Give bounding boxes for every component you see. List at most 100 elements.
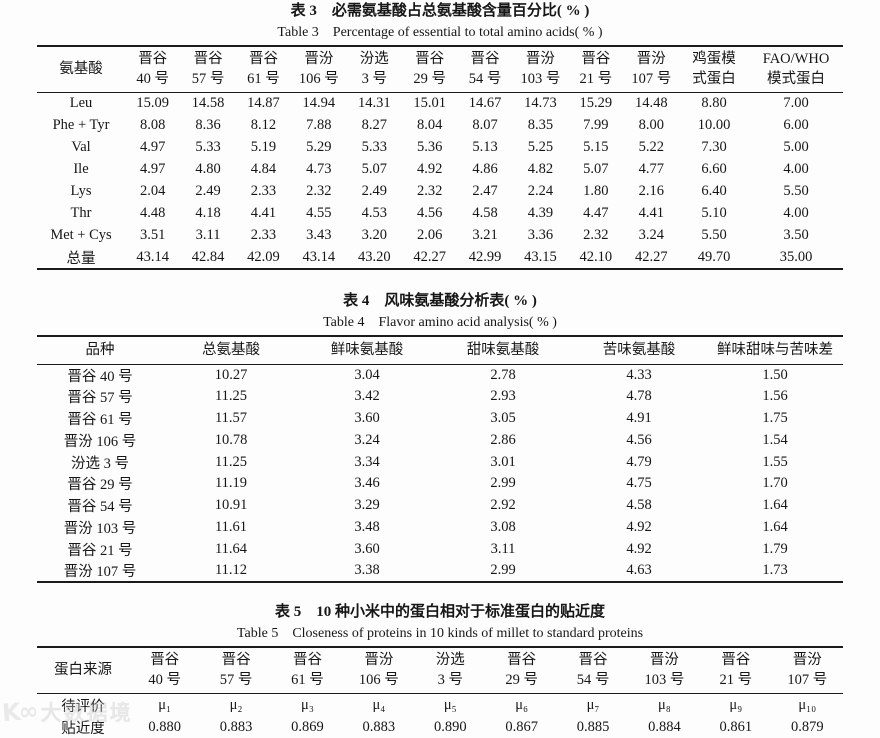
table-row: 晋汾 107 号 11.12 3.38 2.99 4.63 1.73 <box>37 560 843 582</box>
column-header: 晋谷 21 号 <box>719 652 753 689</box>
table-cell: 4.18 <box>195 205 221 221</box>
table-cell: 4.77 <box>638 161 664 177</box>
table-cell: 35.00 <box>779 248 813 265</box>
table3-header-row: 氨基酸 晋谷 40 号晋谷 57 号晋谷 61 号晋汾 106 号汾选 3 号晋谷… <box>37 46 843 93</box>
table5-body: 待评价 μ₁ μ₂ μ₃ μ₄ μ₅ μ₆ μ₇ μ₈ μ₉ μ₁₀ 贴近度 0.880 0.883 0.8… <box>37 694 843 738</box>
table-cell: 4.84 <box>250 161 277 177</box>
table-cell: 5.07 <box>361 161 387 177</box>
table-cell: 3.60 <box>354 540 380 557</box>
table-cell: 5.50 <box>783 183 809 199</box>
column-header: 晋汾 106 号 <box>298 51 339 87</box>
column-header: 晋谷 57 号 <box>191 51 225 87</box>
table-cell: 4.75 <box>626 475 652 492</box>
row-header: Met + Cys <box>50 227 112 243</box>
table-cell: 6.40 <box>701 183 727 199</box>
table-cell: 4.41 <box>638 205 664 221</box>
table-cell: 3.42 <box>354 388 380 405</box>
table-cell: 2.93 <box>490 388 516 405</box>
table-cell: 1.75 <box>762 409 788 426</box>
table-cell: μ₁ <box>158 696 172 713</box>
table-cell: 2.99 <box>490 475 516 492</box>
table-cell: 2.16 <box>638 183 664 199</box>
column-header: 晋谷 40 号 <box>148 652 181 689</box>
table-cell: 8.08 <box>140 117 166 133</box>
table-cell: 0.879 <box>790 719 824 736</box>
table-cell: 4.82 <box>527 161 554 177</box>
table-cell: 5.25 <box>527 139 554 155</box>
table-row: Phe + Tyr 8.08 8.36 8.12 7.88 8.27 8.04 8.07 8.3… <box>37 115 843 137</box>
table-cell: 11.64 <box>214 540 248 557</box>
table5-caption-zh: 表 5 10 种小米中的蛋白相对于标准蛋白的贴近度 <box>274 604 605 621</box>
table3-body: Leu 15.09 14.58 14.87 14.94 14.31 15.01 14.67 14… <box>37 93 843 269</box>
column-header: 苦味氨基酸 <box>602 341 676 358</box>
table-cell: 8.80 <box>701 95 727 112</box>
table-cell: 5.00 <box>783 139 809 155</box>
table4-caption-en: Table 4 Flavor amino acid analysis( % ) <box>323 314 557 330</box>
table-cell: μ₅ <box>443 696 457 713</box>
table-cell: 2.47 <box>472 183 498 199</box>
table-cell: 11.12 <box>214 562 248 579</box>
column-header: 晋汾 107 号 <box>631 51 672 87</box>
table-cell: 3.50 <box>783 227 809 243</box>
table-cell: 43.20 <box>357 248 391 265</box>
table4-header-row: 品种 总氨基酸 鲜味氨基酸 甜味氨基酸 苦味氨基酸 鲜味甜味与苦味差 <box>37 336 843 364</box>
table-cell: 0.883 <box>219 719 253 736</box>
table-row: 晋谷 54 号 10.91 3.29 2.92 4.58 1.64 <box>37 495 843 517</box>
row-header: Leu <box>69 95 93 112</box>
table-cell: 4.97 <box>140 161 166 177</box>
table-cell: 1.55 <box>762 453 788 470</box>
table4-caption-zh: 表 4 风味氨基酸分析表( % ) <box>343 292 537 309</box>
table-cell: 3.34 <box>354 453 380 470</box>
table-cell: 5.07 <box>583 161 609 177</box>
table-cell: 8.36 <box>195 117 221 133</box>
table3-essential-amino-acids: 氨基酸 晋谷 40 号晋谷 57 号晋谷 61 号晋汾 106 号汾选 3 号晋谷… <box>37 45 843 270</box>
table-cell: 3.11 <box>195 227 221 243</box>
table-cell: 6.00 <box>783 117 809 133</box>
table-cell: μ₈ <box>658 696 671 713</box>
table-cell: 0.884 <box>648 719 681 736</box>
table-cell: 42.27 <box>413 248 446 265</box>
table-cell: 2.32 <box>416 183 443 199</box>
table-cell: 7.88 <box>306 117 332 133</box>
table-cell: 8.00 <box>638 117 664 133</box>
table-cell: 1.64 <box>762 518 788 535</box>
table-cell: 3.48 <box>354 518 380 535</box>
table-cell: 3.05 <box>490 409 516 426</box>
table-row: Ile 4.97 4.80 4.84 4.73 5.07 4.92 4.86 4.82 5.07 4… <box>37 159 843 181</box>
table-cell: 1.56 <box>762 388 788 405</box>
table-cell: 0.885 <box>576 719 610 736</box>
column-header: 鲜味甜味与苦味差 <box>717 341 833 358</box>
table4-flavor-amino-acids: 品种 总氨基酸 鲜味氨基酸 甜味氨基酸 苦味氨基酸 鲜味甜味与苦味差 晋谷 40 号 10.… <box>37 334 843 584</box>
column-header: 晋汾 106 号 <box>358 652 399 689</box>
column-header: 晋谷 61 号 <box>291 652 324 689</box>
table-cell: 3.08 <box>490 518 516 535</box>
table-cell: 11.25 <box>214 453 248 470</box>
table5-protein-closeness: 蛋白来源 晋谷 40 号 晋谷 57 号 晋谷 61 号 晋汾 106 号 汾选 3 号 晋… <box>37 646 843 738</box>
table-cell: 4.48 <box>140 205 166 221</box>
table-cell: 4.97 <box>140 139 166 155</box>
table-cell: 11.57 <box>214 409 248 426</box>
table-cell: 14.67 <box>468 95 502 112</box>
table-cell: 4.56 <box>626 431 652 448</box>
table4-section: 表 4 风味氨基酸分析表( % ) Table 4 Flavor amino a… <box>0 290 880 584</box>
row-header: 晋谷 21 号 <box>67 542 133 559</box>
table-cell: 0.880 <box>148 719 181 736</box>
table-row: 待评价 μ₁ μ₂ μ₃ μ₄ μ₅ μ₆ μ₇ μ₈ μ₉ μ₁₀ <box>37 694 843 717</box>
table-cell: 5.29 <box>306 139 332 155</box>
column-header: 晋谷 29 号 <box>505 652 538 689</box>
row-header: 总量 <box>66 250 96 267</box>
row-header: 汾选 3 号 <box>71 455 129 472</box>
table-row: 晋谷 57 号 11.25 3.42 2.93 4.78 1.56 <box>37 386 843 408</box>
table-cell: 4.58 <box>626 497 652 514</box>
column-header: 晋汾 107 号 <box>787 652 828 689</box>
table-cell: 14.87 <box>247 95 280 112</box>
column-header: 氨基酸 <box>59 61 103 77</box>
table-cell: 5.22 <box>638 139 664 155</box>
table-cell: 11.25 <box>214 388 248 405</box>
table-cell: 42.99 <box>468 248 502 265</box>
column-header: FAO/WHO 模式蛋白 <box>762 51 830 87</box>
row-header: 晋谷 61 号 <box>67 411 133 428</box>
table3-caption-en: Table 3 Percentage of essential to total… <box>277 25 603 40</box>
table-cell: μ₄ <box>372 696 386 713</box>
table-cell: 1.79 <box>762 540 788 557</box>
